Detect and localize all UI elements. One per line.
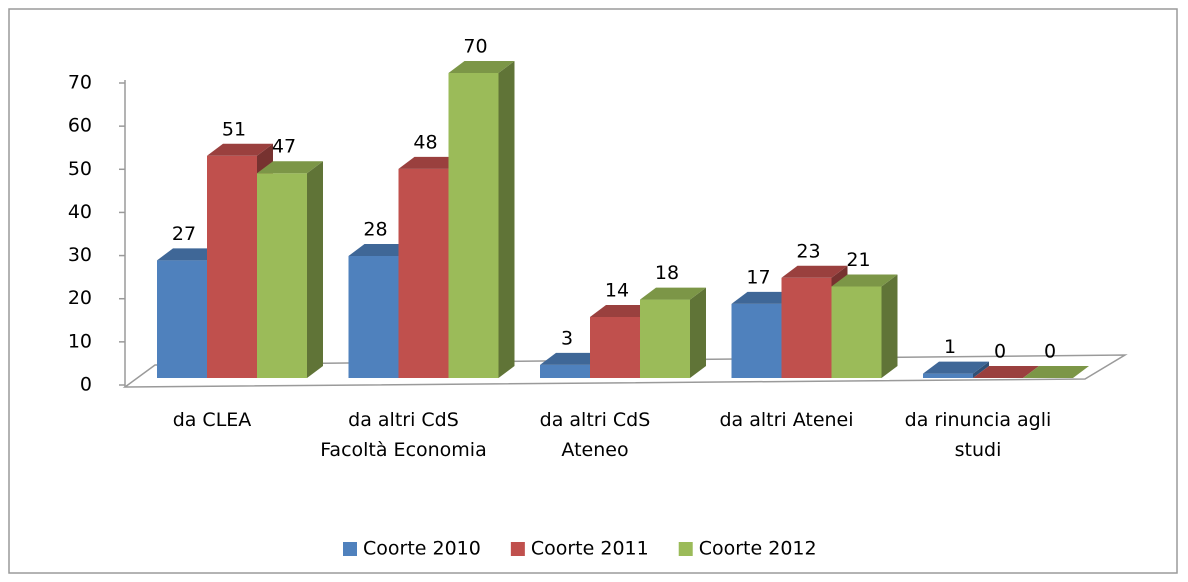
legend-swatch xyxy=(678,542,693,556)
legend-label: Coorte 2011 xyxy=(531,538,649,560)
bar-side xyxy=(973,361,989,378)
data-label: 3 xyxy=(561,327,573,349)
bar-side xyxy=(307,161,323,378)
y-tick-label: 50 xyxy=(68,158,92,180)
data-label: 18 xyxy=(655,262,679,284)
bar xyxy=(207,155,257,378)
bar-top xyxy=(398,156,465,169)
bar-top xyxy=(257,161,323,174)
y-tick-label: 60 xyxy=(68,115,92,137)
data-label: 0 xyxy=(1044,341,1056,363)
y-tick-label: 30 xyxy=(68,244,92,266)
bar xyxy=(257,173,307,378)
data-label: 48 xyxy=(413,131,437,153)
legend-swatch xyxy=(510,542,525,556)
bar-top xyxy=(923,361,989,374)
legend-label: Coorte 2010 xyxy=(363,538,481,560)
x-tick-label: da CLEA xyxy=(172,409,252,431)
data-label: 23 xyxy=(796,240,820,262)
legend-swatch xyxy=(343,542,357,556)
bar-side xyxy=(498,61,515,378)
bar xyxy=(540,364,590,378)
bar xyxy=(640,299,690,378)
bar xyxy=(781,277,832,378)
x-tick-label: da altri CdS Facoltà Economia xyxy=(320,409,487,461)
bar-top xyxy=(1023,366,1089,378)
data-label: 0 xyxy=(994,341,1006,363)
bar-side xyxy=(881,274,898,378)
bar xyxy=(923,373,973,378)
bar-top xyxy=(973,366,1039,378)
bar-side xyxy=(690,287,706,378)
bar xyxy=(348,256,399,378)
x-tick-label: da rinuncia agli studi xyxy=(904,409,1052,461)
y-tick-label: 0 xyxy=(80,374,92,396)
y-tick-label: 10 xyxy=(68,330,92,352)
data-label: 28 xyxy=(363,219,387,241)
bar-top xyxy=(448,61,515,73)
bar xyxy=(590,317,640,378)
bar-top xyxy=(207,143,273,156)
bar-top xyxy=(731,291,798,304)
y-tick-label: 20 xyxy=(68,287,92,309)
chart-border xyxy=(8,8,1178,574)
x-tick-label: da altri Atenei xyxy=(719,409,854,431)
data-label: 47 xyxy=(272,136,296,158)
data-label: 70 xyxy=(463,36,487,58)
bar-top xyxy=(348,244,415,256)
data-label: 14 xyxy=(605,280,629,302)
data-label: 51 xyxy=(222,118,246,140)
legend-label: Coorte 2012 xyxy=(699,538,817,560)
bar xyxy=(831,286,882,378)
bar-top xyxy=(590,305,656,317)
bar-top xyxy=(640,287,706,300)
y-tick-label: 70 xyxy=(68,72,92,94)
bar-top xyxy=(157,248,223,261)
bar xyxy=(731,303,782,378)
bar-top xyxy=(781,265,848,278)
bar xyxy=(448,73,499,378)
bar xyxy=(398,168,449,378)
data-label: 27 xyxy=(172,223,196,245)
y-tick-label: 40 xyxy=(68,201,92,223)
data-label: 17 xyxy=(746,266,770,288)
data-label: 1 xyxy=(944,336,956,358)
data-label: 21 xyxy=(846,249,870,271)
bar-top xyxy=(831,274,898,287)
x-tick-label: da altri CdS Ateneo xyxy=(539,409,651,461)
bar xyxy=(157,260,207,378)
bar-top xyxy=(540,352,606,365)
